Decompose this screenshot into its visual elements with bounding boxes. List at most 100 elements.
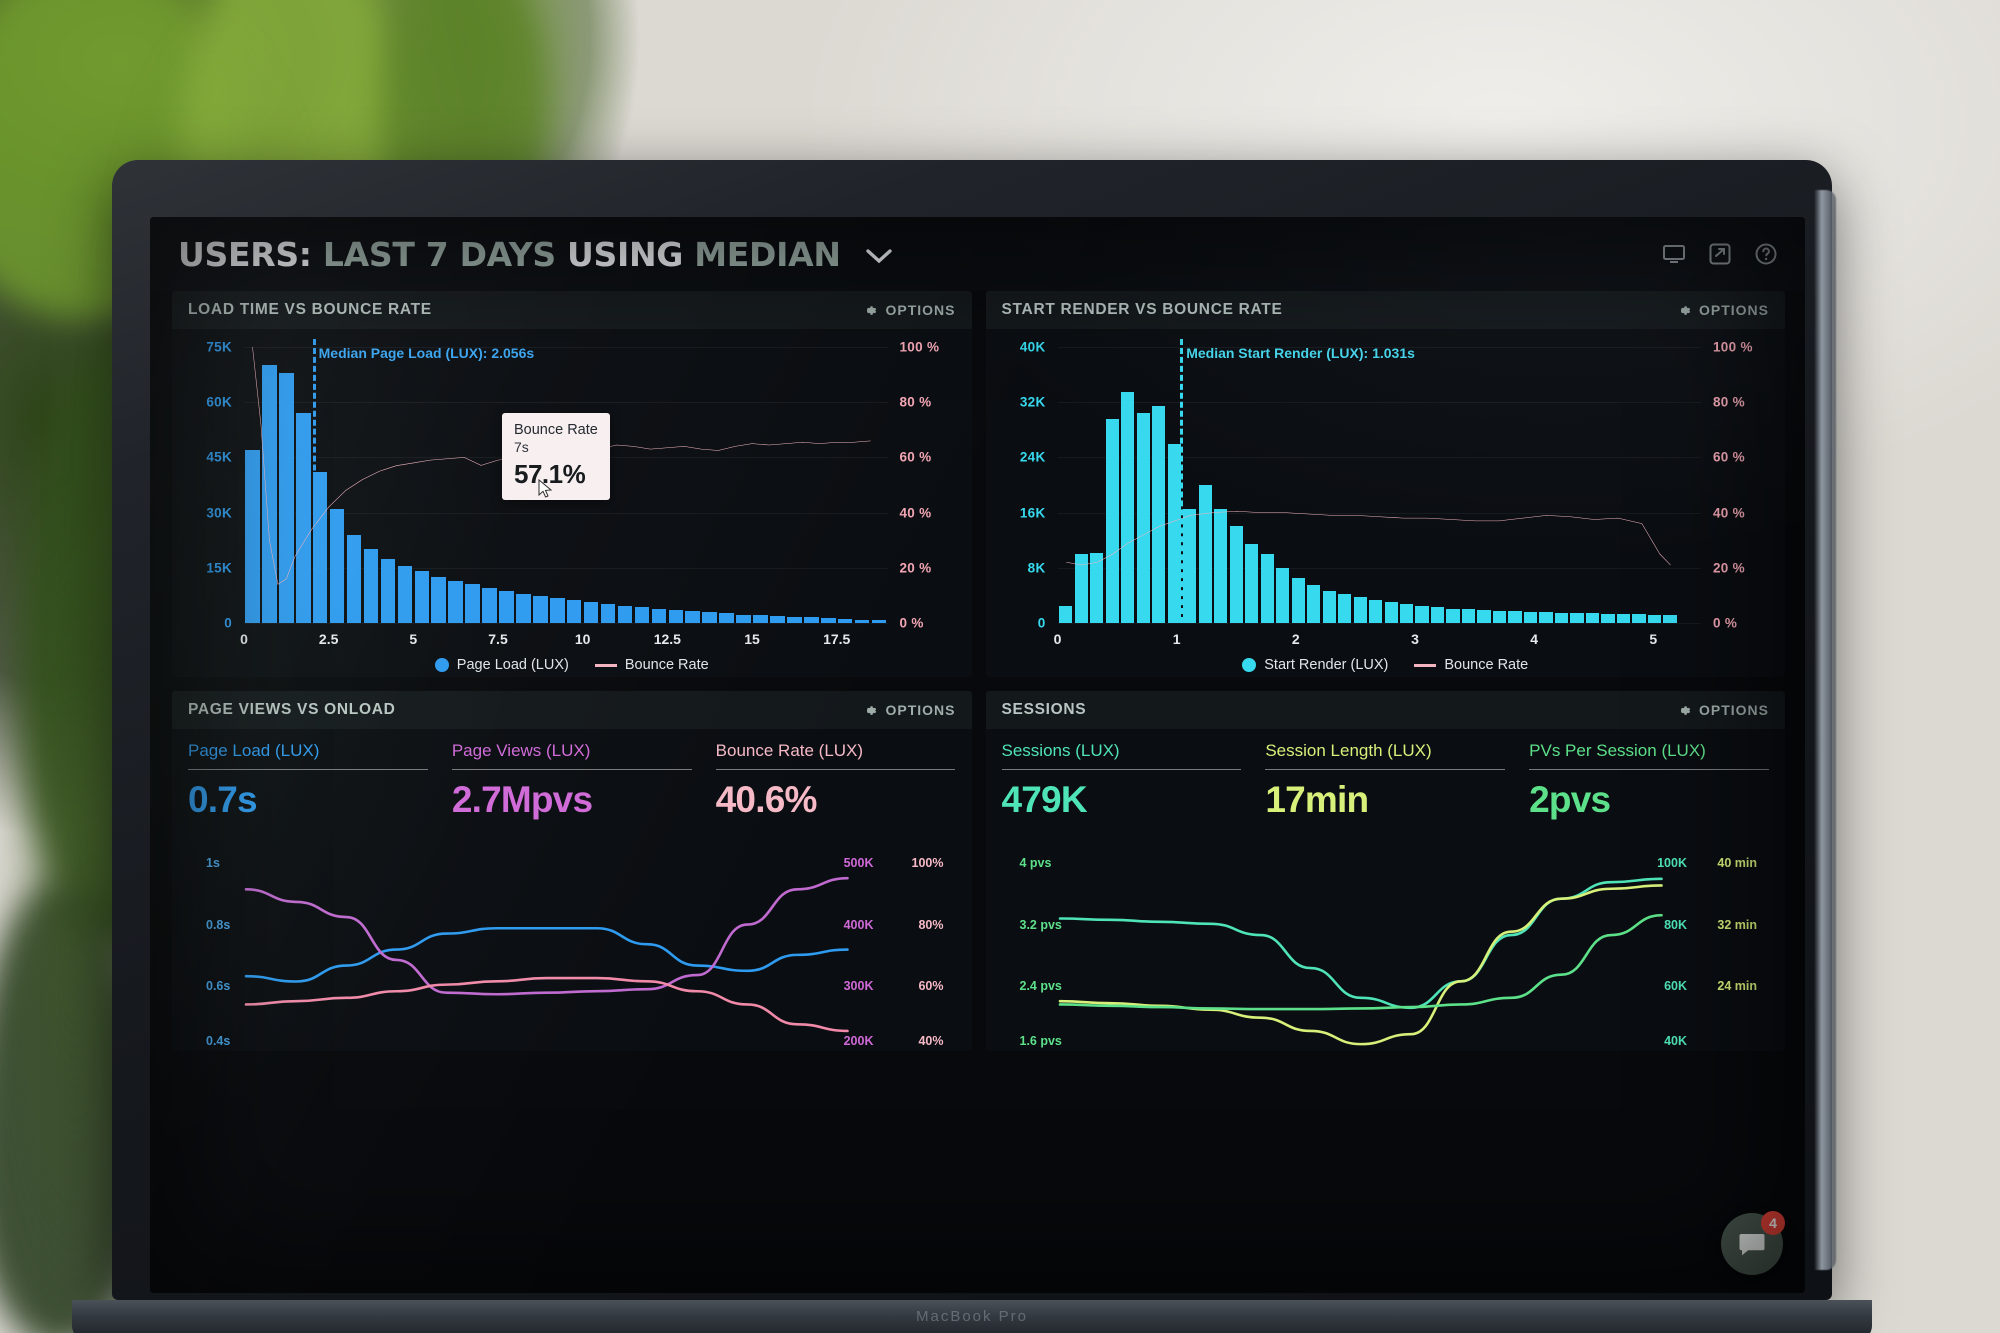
kpi-value: 479K — [1001, 779, 1088, 820]
spark-y3-tick: 60% — [918, 978, 944, 993]
median-marker-line — [313, 339, 317, 623]
legend-item[interactable]: Start Render (LUX) — [1242, 657, 1388, 673]
kpi-card-page-views[interactable]: Page Views (LUX) 2.7Mpvs — [451, 741, 692, 821]
options-button[interactable]: OPTIONS — [862, 702, 955, 718]
panel-header: LOAD TIME VS BOUNCE RATE OPTIONS — [172, 291, 972, 329]
chart-tooltip: Bounce Rate 7s 57.1% — [502, 413, 610, 500]
x-axis-tick: 0 — [240, 631, 248, 647]
chart-bar — [380, 558, 396, 623]
x-axis-tick: 5 — [1649, 631, 1658, 647]
laptop-lid-edge — [1814, 190, 1836, 1270]
monitor-icon[interactable] — [1661, 241, 1687, 267]
panel-sessions: SESSIONS OPTIONS Sessions (LUX) — [985, 691, 1785, 1051]
chart-load-time[interactable]: 75K 60K 45K 30K 15K 0 100 % 80 % 60 % 40… — [172, 329, 972, 677]
options-button[interactable]: OPTIONS — [1676, 302, 1769, 318]
chart-bar — [1554, 612, 1569, 623]
chart-bar — [753, 615, 768, 623]
chat-widget[interactable]: 4 — [1721, 1211, 1785, 1275]
panel-grid: LOAD TIME VS BOUNCE RATE OPTIONS — [150, 291, 1805, 1051]
mouse-cursor-icon — [538, 479, 553, 498]
chart-bar — [1477, 609, 1491, 623]
chart-bar — [1229, 526, 1243, 623]
legend-item[interactable]: Page Load (LUX) — [434, 657, 569, 673]
y2-axis-tick: 0 % — [899, 615, 924, 631]
kpi-label: Session Length (LUX) — [1265, 741, 1432, 760]
options-button[interactable]: OPTIONS — [862, 302, 955, 318]
chart-bar — [414, 571, 430, 623]
kpi-underline — [1529, 769, 1769, 770]
chart-bar — [499, 590, 514, 623]
kpi-label: Sessions (LUX) — [1001, 741, 1120, 760]
chart-bar — [854, 619, 870, 623]
kpi-value: 40.6% — [715, 779, 818, 820]
chart-bar — [1523, 611, 1538, 623]
kpi-card-bounce-rate[interactable]: Bounce Rate (LUX) 40.6% — [715, 741, 956, 821]
chart-bar — [1167, 443, 1181, 623]
chart-bar — [1121, 391, 1135, 623]
gridline — [244, 402, 888, 404]
page-title[interactable]: USERS: LAST 7 DAYS USING MEDIAN — [178, 235, 892, 274]
plot-area: 40K 32K 24K 16K 8K 0 100 % 80 % 60 % 40 … — [1020, 339, 1752, 647]
kpi-label: Bounce Rate (LUX) — [715, 741, 864, 760]
x-axis-tick: 7.5 — [488, 631, 508, 647]
x-axis-tick: 2.5 — [318, 631, 339, 647]
panel-title: PAGE VIEWS VS ONLOAD — [188, 701, 396, 718]
spark-y3-tick: 40% — [918, 1033, 944, 1048]
panel-page-views-vs-onload: PAGE VIEWS VS ONLOAD OPTIONS Page — [172, 691, 972, 1051]
sparkline-path — [246, 978, 848, 1031]
chart-bar — [685, 611, 701, 623]
gear-icon — [867, 705, 877, 715]
y2-axis-tick: 20 % — [1713, 560, 1745, 576]
chart-bar — [1508, 611, 1522, 623]
kpi-card-sessions[interactable]: Sessions (LUX) 479K — [1001, 741, 1242, 821]
chart-bar — [1446, 608, 1460, 623]
title-part-users: USERS: — [178, 234, 312, 274]
x-axis-tick: 3 — [1411, 631, 1419, 647]
chart-bar — [245, 450, 260, 623]
gridline — [1057, 347, 1701, 348]
spark-y-tick: 3.2 pvs — [1019, 917, 1062, 932]
chart-bar — [1105, 419, 1119, 623]
chart-bar — [465, 584, 480, 623]
spark-y2-tick: 500K — [843, 856, 874, 871]
sparkline-area-page-views[interactable]: 1s 0.8s 0.6s 0.4s 500K 400K 300K 200K 10… — [188, 847, 956, 1051]
spark-y3-tick: 32 min — [1717, 917, 1757, 932]
chart-bar — [1415, 605, 1429, 623]
legend-item[interactable]: Bounce Rate — [594, 657, 709, 673]
chart-bar — [533, 595, 548, 623]
chart-bar — [1601, 613, 1615, 623]
gridline — [1057, 567, 1701, 569]
plot-area: 75K 60K 45K 30K 15K 0 100 % 80 % 60 % 40… — [206, 339, 939, 647]
y2-axis-tick: 60 % — [899, 449, 932, 465]
sparkline-area-sessions[interactable]: 4 pvs 3.2 pvs 2.4 pvs 1.6 pvs 100K 80K 6… — [1002, 847, 1770, 1051]
legend-item[interactable]: Bounce Rate — [1414, 657, 1528, 673]
kpi-value: 2pvs — [1529, 779, 1611, 820]
kpi-card-session-length[interactable]: Session Length (LUX) 17min — [1265, 741, 1506, 821]
gear-icon — [1680, 305, 1691, 315]
chart-start-render[interactable]: 40K 32K 24K 16K 8K 0 100 % 80 % 60 % 40 … — [986, 329, 1786, 677]
x-axis-tick: 2 — [1291, 631, 1300, 647]
kpi-card-page-load[interactable]: Page Load (LUX) 0.7s — [188, 741, 428, 821]
chart-bar — [770, 616, 785, 623]
spark-y-tick: 0.8s — [206, 917, 231, 932]
chart-bar — [482, 588, 497, 623]
spark-y-tick: 0.4s — [206, 1033, 231, 1048]
chart-bar — [1245, 543, 1259, 623]
kpi-underline — [188, 769, 428, 770]
kpi-row: Page Load (LUX) 0.7s Page Views (LUX) 2.… — [188, 741, 956, 821]
options-button[interactable]: OPTIONS — [1676, 702, 1769, 718]
spark-y2-tick: 60K — [1664, 978, 1687, 993]
chart-bar — [566, 600, 582, 623]
laptop-screen: USERS: LAST 7 DAYS USING MEDIAN — [150, 217, 1805, 1293]
dashboard-header: USERS: LAST 7 DAYS USING MEDIAN — [150, 217, 1805, 291]
spark-y-tick: 4 pvs — [1019, 856, 1052, 871]
chart-bar — [820, 618, 836, 623]
chart-bar — [516, 593, 531, 623]
chevron-down-icon[interactable] — [866, 248, 892, 264]
chart-bar — [583, 602, 599, 623]
title-part-range: LAST 7 DAYS — [322, 234, 556, 274]
chart-bar — [1152, 405, 1166, 623]
kpi-card-pvs-per-session[interactable]: PVs Per Session (LUX) 2pvs — [1529, 741, 1769, 821]
help-icon[interactable] — [1753, 241, 1779, 267]
share-icon[interactable] — [1707, 241, 1733, 267]
